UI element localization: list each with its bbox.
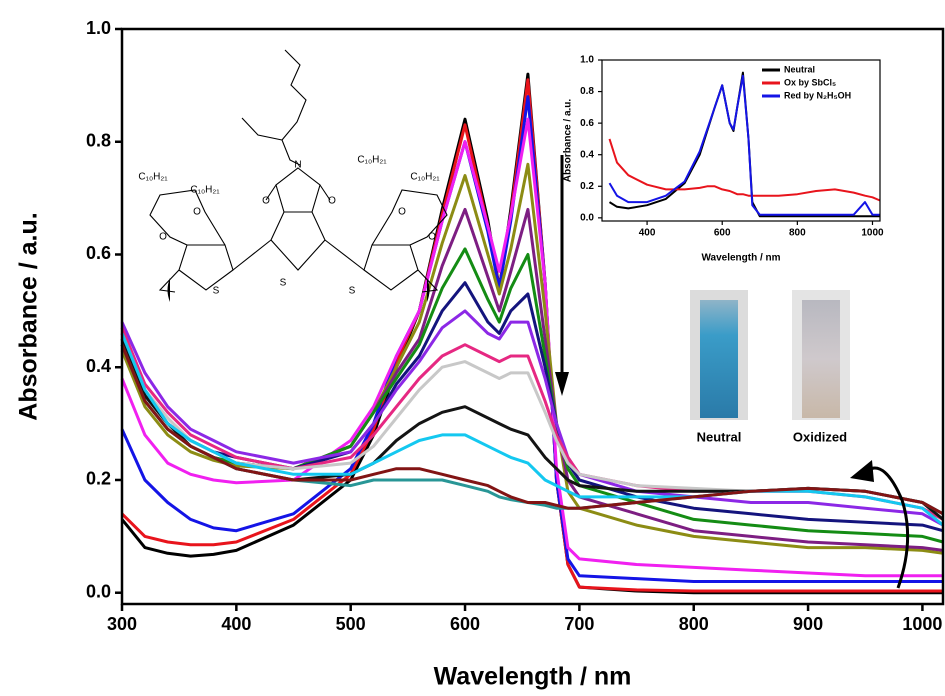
vial [802, 300, 840, 418]
x-tick-label: 800 [789, 228, 806, 239]
ring [363, 244, 419, 291]
atom-label: S [213, 286, 220, 297]
ring [178, 244, 234, 291]
ring [275, 167, 321, 213]
x-tick-label: 600 [714, 228, 731, 239]
atom-label: O [398, 207, 406, 218]
x-tick-label: 500 [336, 614, 366, 634]
atom-label: S [280, 278, 287, 289]
x-tick-label: 1000 [861, 228, 884, 239]
plot-frame [120, 27, 945, 606]
atom-label: O [159, 232, 167, 243]
series-line [120, 117, 943, 578]
x-tick-label: 600 [450, 614, 480, 634]
y-tick-label: 0.0 [580, 212, 594, 223]
x-axis-title: Wavelength / nm [434, 663, 632, 691]
ring [270, 211, 326, 271]
main-plot: 300 400 500 600 700 800 900 1000 0.0 0.2 0.4 0.6 0.8… [15, 18, 945, 691]
inset-plot: 400 600 800 1000 0.0 0.2 0.4 0.6 0.8 1.0 Wavelengt… [563, 55, 884, 264]
legend-label: Ox by SbCl₅ [784, 77, 836, 87]
y-tick-label: 0.6 [86, 243, 111, 263]
y-axis-title: Absorbance / a.u. [15, 212, 43, 420]
bond [371, 189, 448, 246]
x-tick-label: 400 [639, 228, 656, 239]
atom-label: O [328, 196, 336, 207]
bond [281, 49, 307, 166]
y-tick-label: 0.4 [580, 149, 594, 160]
bond [149, 189, 226, 246]
x-tick-label: 800 [679, 614, 709, 634]
x-tick-label: 400 [221, 614, 251, 634]
y-tick-label: 0.8 [580, 86, 594, 97]
bond [319, 184, 331, 201]
y-tick-label: 0.8 [86, 130, 111, 150]
atom-label: O [193, 207, 201, 218]
photo-caption: Oxidized [793, 429, 847, 444]
atom-label: C₁₀H₂₁ [138, 172, 168, 183]
y-tick-label: 0.2 [580, 181, 594, 192]
bond [324, 239, 365, 271]
atom-label: S [349, 286, 356, 297]
x-axis-title: Wavelength / nm [701, 253, 780, 264]
y-tick-label: 0.6 [580, 118, 594, 129]
y-tick-label: 1.0 [580, 55, 594, 66]
atom-label: O [428, 232, 436, 243]
photo-caption: Neutral [697, 429, 742, 444]
bond [241, 117, 283, 141]
x-tick-label: 1000 [902, 614, 942, 634]
series-line [120, 309, 944, 527]
x-tick-label: 300 [107, 614, 137, 634]
series-line [608, 138, 881, 202]
arrow-head [555, 372, 569, 396]
y-tick-label: 0.4 [86, 356, 111, 376]
series-line [120, 344, 944, 516]
atom-label: C₁₀H₂₁ [357, 155, 387, 166]
chemical-structure: C₁₀H₂₁ C₁₀H₂₁ C₁₀H₂₁ C₁₀H₂₁ O O O O O O N S S S [138, 49, 448, 302]
series-line [120, 247, 944, 544]
atom-label: N [294, 160, 301, 171]
curved-arrow [867, 466, 910, 589]
x-tick-label: 900 [793, 614, 823, 634]
y-axis-title: Absorbance / a.u. [563, 99, 574, 183]
series-line [608, 74, 880, 216]
bond [265, 184, 277, 201]
bond [232, 239, 272, 271]
plot-frame [601, 59, 881, 222]
legend-label: Neutral [784, 64, 815, 74]
vial [700, 300, 738, 418]
series-line [120, 281, 944, 533]
atom-label: O [262, 196, 270, 207]
arrow-head [850, 460, 874, 482]
y-tick-label: 0.2 [86, 469, 111, 489]
y-tick-label: 1.0 [86, 18, 111, 38]
x-tick-label: 700 [564, 614, 594, 634]
atom-label: C₁₀H₂₁ [410, 172, 440, 183]
series-line [120, 95, 943, 583]
atom-label: C₁₀H₂₁ [190, 185, 220, 196]
legend-label: Red by N₂H₅OH [784, 90, 851, 100]
y-tick-label: 0.0 [86, 581, 111, 601]
